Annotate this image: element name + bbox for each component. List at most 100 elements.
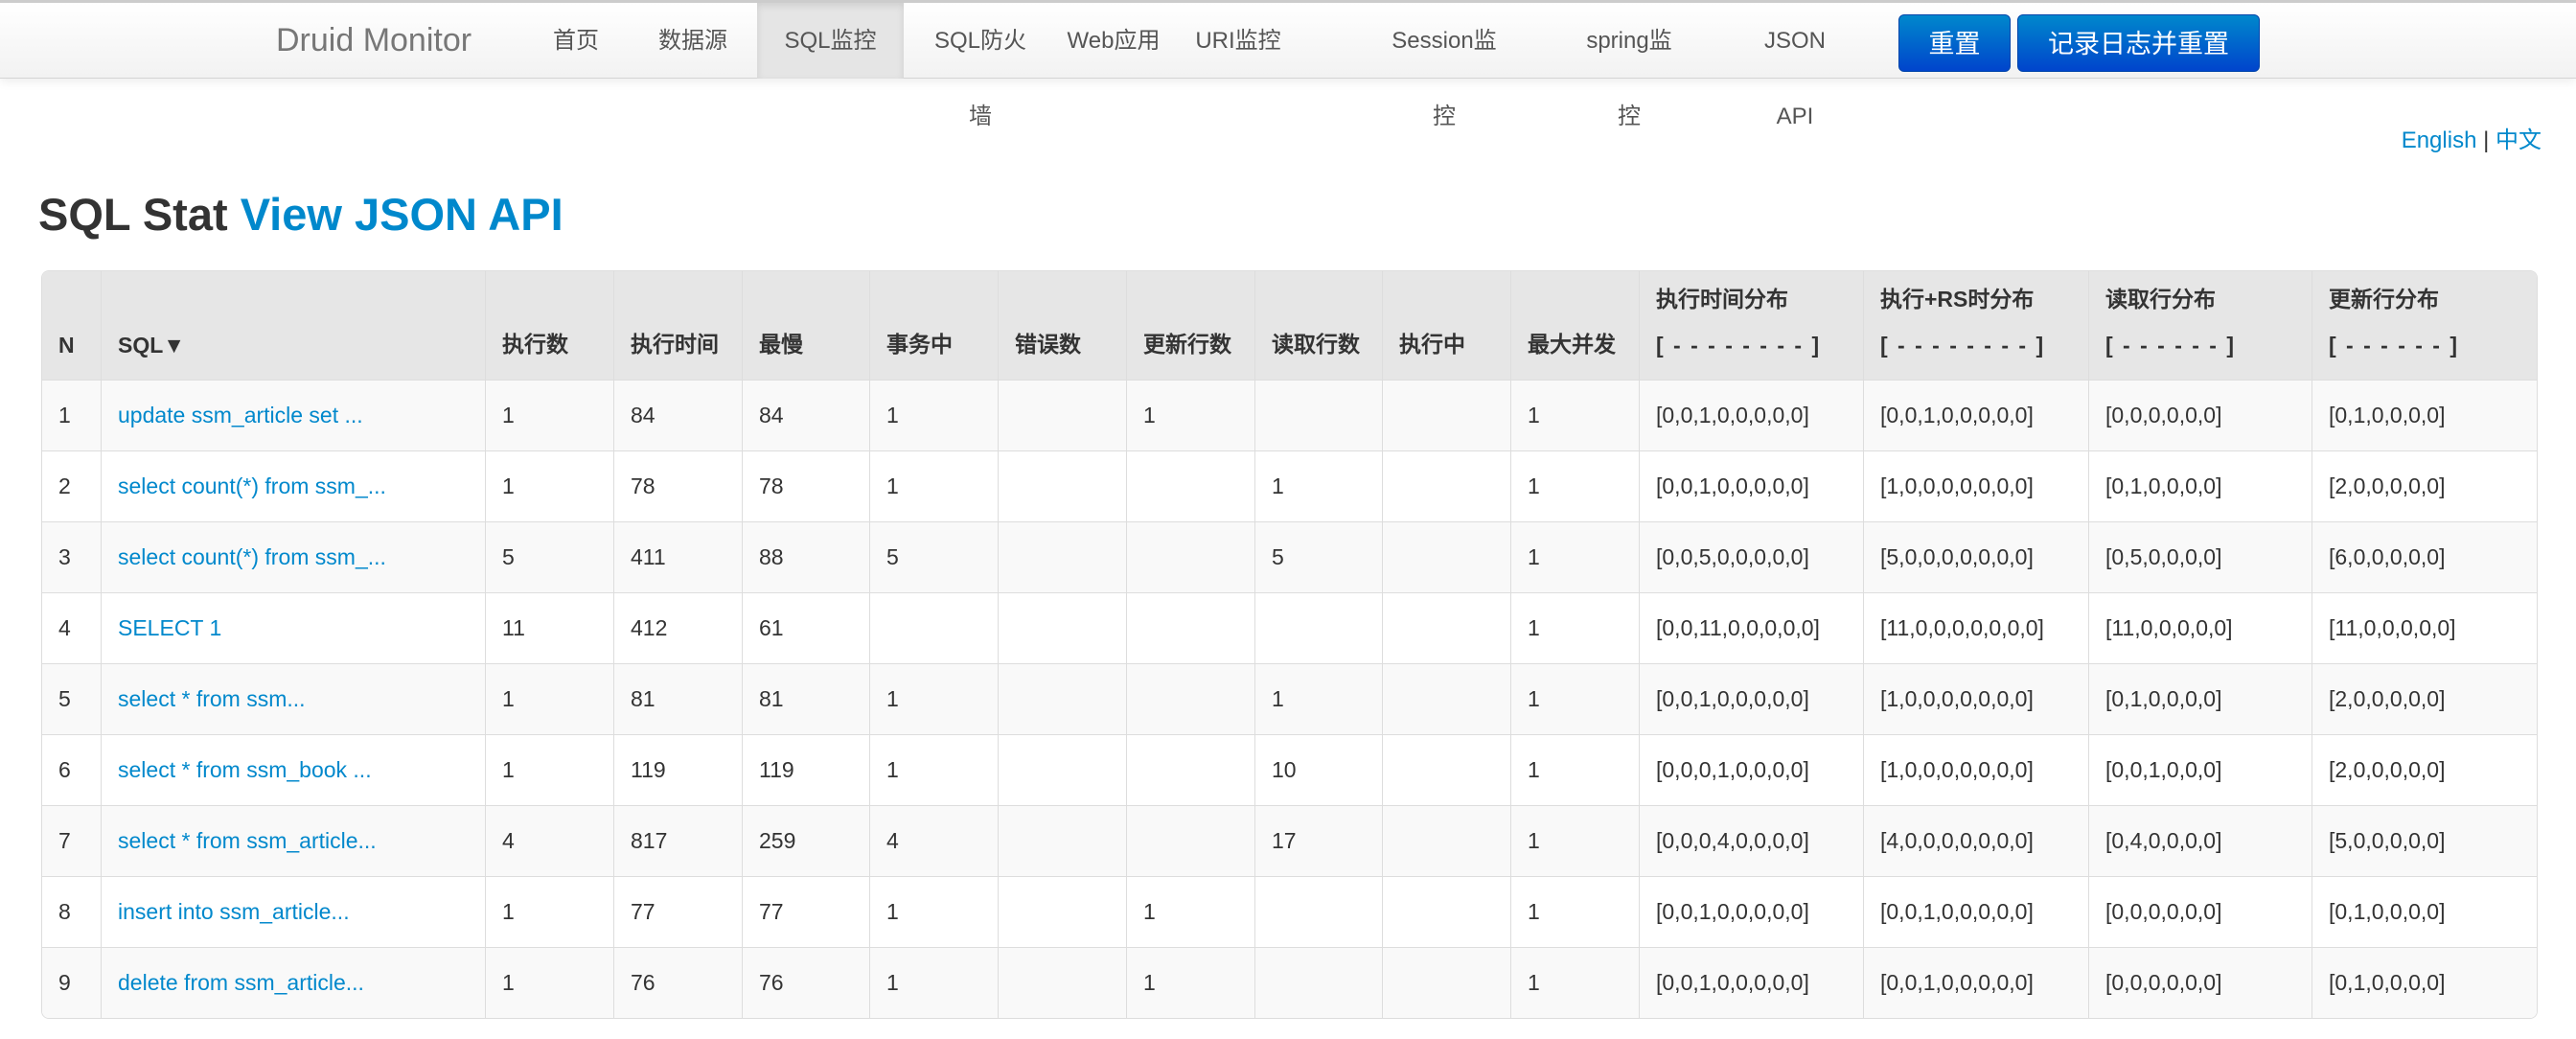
table-cell: 1 bbox=[42, 380, 101, 450]
table-cell: 1 bbox=[1510, 734, 1639, 805]
table-cell: delete from ssm_article... bbox=[101, 947, 485, 1018]
lang-chinese-link[interactable]: 中文 bbox=[2496, 127, 2542, 153]
table-cell: 411 bbox=[613, 521, 742, 592]
table-cell: 6 bbox=[42, 734, 101, 805]
nav-item[interactable]: SQL防火墙 bbox=[933, 28, 1027, 129]
header-title: 执行时间分布 bbox=[1656, 287, 1788, 312]
table-cell: 119 bbox=[613, 734, 742, 805]
header-buckets: [ - - - - - - ] bbox=[2105, 333, 2237, 358]
sql-link[interactable]: select * from ssm_article... bbox=[118, 828, 377, 853]
table-cell: 1 bbox=[1510, 380, 1639, 450]
table-cell bbox=[1382, 450, 1510, 521]
table-cell bbox=[998, 805, 1126, 876]
header-buckets: [ - - - - - - ] bbox=[2329, 333, 2460, 358]
table-cell: 9 bbox=[42, 947, 101, 1018]
table-row: 3 select count(*) from ssm_... 5 411 88 5 5 1 [0… bbox=[42, 521, 2537, 592]
log-and-reset-button[interactable]: 记录日志并重置 bbox=[2017, 14, 2260, 72]
column-header: 最大并发 bbox=[1510, 271, 1639, 380]
table-cell: [0,1,0,0,0,0] bbox=[2312, 947, 2537, 1018]
table-cell bbox=[998, 380, 1126, 450]
table-cell bbox=[1126, 592, 1254, 663]
nav-item[interactable]: JSON API bbox=[1763, 28, 1826, 129]
nav-item[interactable]: spring监控 bbox=[1586, 28, 1672, 129]
nav-item[interactable]: URI监控 bbox=[1195, 28, 1281, 54]
table-cell bbox=[1254, 592, 1382, 663]
table-cell: [0,0,1,0,0,0,0,0] bbox=[1639, 947, 1863, 1018]
table-row: 2 select count(*) from ssm_... 1 78 78 1 1 1 [0,… bbox=[42, 450, 2537, 521]
table-cell: 77 bbox=[742, 876, 869, 947]
table-row: 8 insert into ssm_article... 1 77 77 1 1 1 [0,0,… bbox=[42, 876, 2537, 947]
sql-link[interactable]: select count(*) from ssm_... bbox=[118, 473, 386, 498]
table-cell: select * from ssm_article... bbox=[101, 805, 485, 876]
sql-link[interactable]: select count(*) from ssm_... bbox=[118, 544, 386, 569]
table-cell bbox=[998, 663, 1126, 734]
sql-link[interactable]: SELECT 1 bbox=[118, 615, 222, 640]
table-cell: 1 bbox=[1510, 876, 1639, 947]
table-cell: insert into ssm_article... bbox=[101, 876, 485, 947]
table-cell: 4 bbox=[42, 592, 101, 663]
table-cell: 4 bbox=[485, 805, 613, 876]
page-title: SQL Stat View JSON API bbox=[38, 188, 564, 241]
page-title-text: SQL Stat bbox=[38, 189, 228, 240]
table-cell: 1 bbox=[485, 450, 613, 521]
sql-link[interactable]: select * from ssm_book ... bbox=[118, 757, 372, 782]
reset-button[interactable]: 重置 bbox=[1898, 14, 2011, 72]
table-cell: update ssm_article set ... bbox=[101, 380, 485, 450]
nav-item[interactable]: 数据源 bbox=[658, 28, 727, 54]
table-cell bbox=[1382, 521, 1510, 592]
table-cell: 1 bbox=[869, 947, 998, 1018]
column-header: 执行时间 bbox=[613, 271, 742, 380]
table-cell: 11 bbox=[485, 592, 613, 663]
header-title: 执行+RS时分布 bbox=[1880, 287, 2035, 312]
view-json-api-link[interactable]: View JSON API bbox=[240, 189, 564, 240]
table-cell bbox=[1254, 947, 1382, 1018]
table-row: 5 select * from ssm... 1 81 81 1 1 1 [0,0,1,0,0,… bbox=[42, 663, 2537, 734]
column-header: 读取行数 bbox=[1254, 271, 1382, 380]
table-cell: [0,5,0,0,0,0] bbox=[2088, 521, 2312, 592]
table-cell: [0,4,0,0,0,0] bbox=[2088, 805, 2312, 876]
table-cell: [11,0,0,0,0,0] bbox=[2088, 592, 2312, 663]
table-cell: 1 bbox=[485, 876, 613, 947]
table-cell: [0,0,1,0,0,0,0,0] bbox=[1639, 876, 1863, 947]
table-cell: 1 bbox=[1510, 450, 1639, 521]
sql-link[interactable]: delete from ssm_article... bbox=[118, 970, 364, 995]
table-cell: [0,0,0,0,0,0] bbox=[2088, 876, 2312, 947]
column-header: 执行数 bbox=[485, 271, 613, 380]
table-cell: [6,0,0,0,0,0] bbox=[2312, 521, 2537, 592]
column-header: N bbox=[42, 271, 101, 380]
table-cell: [0,1,0,0,0,0] bbox=[2088, 663, 2312, 734]
table-cell: 7 bbox=[42, 805, 101, 876]
table-cell: 77 bbox=[613, 876, 742, 947]
column-header[interactable]: SQL▼ bbox=[101, 271, 485, 380]
sql-link[interactable]: update ssm_article set ... bbox=[118, 403, 363, 427]
table-cell: 88 bbox=[742, 521, 869, 592]
table-cell: [2,0,0,0,0,0] bbox=[2312, 663, 2537, 734]
table-cell bbox=[1126, 734, 1254, 805]
header-buckets: [ - - - - - - - - ] bbox=[1656, 333, 1822, 358]
sql-link[interactable]: insert into ssm_article... bbox=[118, 899, 350, 924]
table-cell bbox=[998, 450, 1126, 521]
table-cell: 1 bbox=[1126, 876, 1254, 947]
table-cell: select count(*) from ssm_... bbox=[101, 521, 485, 592]
table-cell bbox=[1382, 734, 1510, 805]
table-cell bbox=[1126, 450, 1254, 521]
table-cell: [0,0,1,0,0,0,0,0] bbox=[1863, 876, 2088, 947]
header-title: 更新行分布 bbox=[2329, 287, 2439, 312]
nav-item[interactable]: Web应用 bbox=[1067, 28, 1161, 54]
nav-item[interactable]: SQL监控 bbox=[757, 3, 904, 79]
table-cell: [0,0,1,0,0,0,0,0] bbox=[1639, 663, 1863, 734]
nav-item[interactable]: 首页 bbox=[553, 28, 599, 54]
lang-separator: | bbox=[2483, 127, 2490, 153]
table-cell: 5 bbox=[1254, 521, 1382, 592]
sql-link[interactable]: select * from ssm... bbox=[118, 686, 306, 711]
table-cell: 1 bbox=[869, 380, 998, 450]
table-cell: 1 bbox=[1254, 663, 1382, 734]
lang-english-link[interactable]: English bbox=[2401, 127, 2477, 153]
table-cell: 78 bbox=[742, 450, 869, 521]
table-cell: 1 bbox=[485, 380, 613, 450]
table-cell: select * from ssm... bbox=[101, 663, 485, 734]
table-row: 7 select * from ssm_article... 4 817 259 4 17 1… bbox=[42, 805, 2537, 876]
table-cell bbox=[869, 592, 998, 663]
brand-logo[interactable]: Druid Monitor bbox=[276, 22, 472, 58]
nav-item[interactable]: Session监控 bbox=[1392, 28, 1497, 129]
